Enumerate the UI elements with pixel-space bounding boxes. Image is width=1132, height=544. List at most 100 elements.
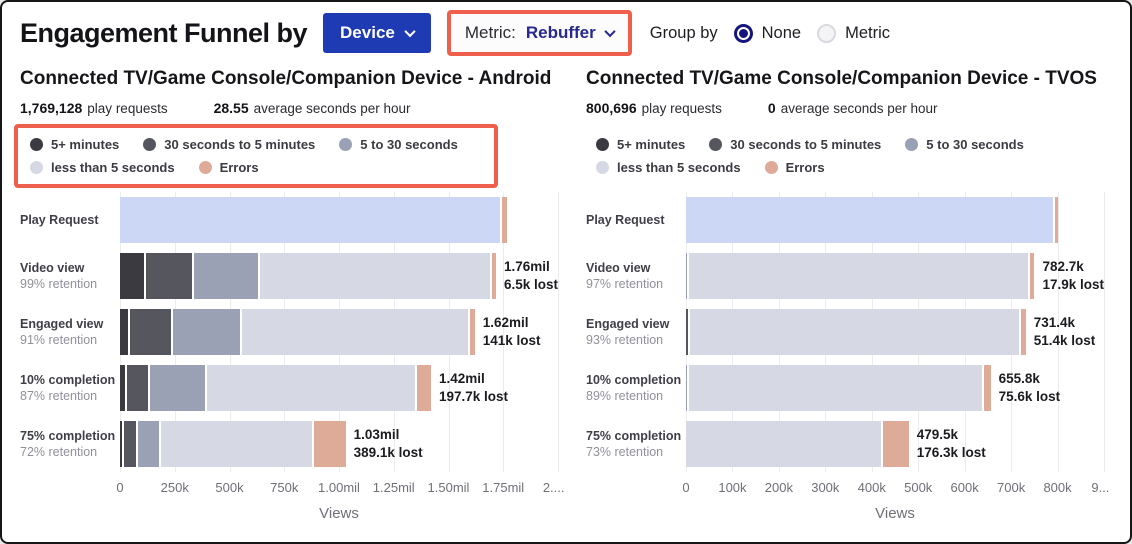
metric-dropdown[interactable]: Rebuffer [525, 23, 596, 42]
funnel-row: 731.4k 51.4k lost [686, 304, 1104, 360]
bar-segment-request [686, 197, 1054, 243]
stage-retention: 72% retention [20, 445, 98, 459]
legend-item-label: less than 5 seconds [617, 160, 741, 175]
legend-item-lt5[interactable]: less than 5 seconds [596, 156, 741, 179]
plot-area: 782.7k 17.9k lost 731.4k 51.4k lost 655.8k 75… [686, 192, 1105, 472]
legend-item-s5_30[interactable]: 5 to 30 seconds [339, 133, 458, 156]
legend: 5+ minutes 30 seconds to 5 minutes 5 to 30… [30, 133, 482, 179]
bar-segment-lt5 [687, 309, 1019, 355]
legend-dot-icon [596, 138, 609, 151]
avg-seconds-value: 0 [767, 100, 776, 116]
funnel-row: 1.03mil 389.1k lost [120, 416, 558, 472]
bar-segment-err [414, 365, 431, 411]
avg-seconds-label: average seconds per hour [253, 101, 411, 116]
funnel-stage-labels: Play Request Video view 99% retention Engag… [20, 192, 120, 522]
bar-segment-s30m5 [128, 309, 172, 355]
legend-item-m5[interactable]: 5+ minutes [30, 133, 119, 156]
funnel-stage-label: 10% completion 89% retention [586, 360, 686, 416]
lost-value: 17.9k lost [1042, 277, 1104, 292]
highlight-box-legend: 5+ minutes 30 seconds to 5 minutes 5 to 30… [14, 124, 498, 188]
legend-item-label: Errors [219, 160, 259, 175]
funnel-bar [686, 253, 1035, 299]
legend-dot-icon [30, 138, 43, 151]
stage-retention: 99% retention [20, 277, 98, 291]
radio-option-metric[interactable]: Metric [817, 23, 890, 43]
funnel: Play Request Video view 99% retention Engag… [20, 192, 565, 522]
funnel-bar [120, 253, 496, 299]
legend-item-label: 5+ minutes [617, 137, 686, 152]
legend-item-s30m5[interactable]: 30 seconds to 5 minutes [143, 133, 315, 156]
bar-segment-err [1028, 253, 1035, 299]
funnel-row: 1.42mil 197.7k lost [120, 360, 558, 416]
legend-item-s30m5[interactable]: 30 seconds to 5 minutes [709, 133, 881, 156]
device-dropdown-button[interactable]: Device [323, 13, 431, 53]
funnel-stage-label: Video view 97% retention [586, 248, 686, 304]
axis-tick-label: 250k [160, 480, 189, 495]
funnel-bar [686, 197, 1058, 243]
legend-dot-icon [339, 138, 353, 151]
legend-item-lt5[interactable]: less than 5 seconds [30, 156, 175, 179]
bar-segment-request [120, 197, 501, 243]
legend-item-label: 30 seconds to 5 minutes [164, 137, 316, 152]
funnel-stage-label: 10% completion 87% retention [20, 360, 120, 416]
charts-container: Connected TV/Game Console/Companion Devi… [2, 56, 1130, 522]
legend: 5+ minutes 30 seconds to 5 minutes 5 to 30… [596, 133, 1048, 179]
bar-segment-err [489, 253, 496, 299]
legend-dot-icon [764, 161, 778, 174]
axis-tick-label: 9... [1091, 480, 1110, 495]
legend-item-m5[interactable]: 5+ minutes [596, 133, 685, 156]
funnel-bar [686, 309, 1026, 355]
axis-tick-label: 600k [950, 480, 979, 495]
stage-retention: 89% retention [586, 389, 664, 403]
bar-segment-m5 [120, 421, 122, 467]
legend-item-err[interactable]: Errors [198, 156, 259, 179]
legend-item-s5_30[interactable]: 5 to 30 seconds [905, 133, 1024, 156]
avg-seconds-value: 28.55 [213, 100, 249, 116]
funnel-bar [120, 365, 431, 411]
legend-dot-icon [596, 161, 609, 174]
plot-area-wrap: 782.7k 17.9k lost 731.4k 51.4k lost 655.8k 75… [682, 192, 1109, 522]
funnel-chart-tvos: Connected TV/Game Console/Companion Devi… [566, 56, 1130, 522]
gridline [558, 192, 559, 472]
stage-name: Engaged view [586, 317, 670, 331]
header: Engagement Funnel by Device Metric: Rebu… [2, 2, 1130, 56]
gridline [1104, 192, 1105, 472]
group-by-control: Group by None Metric [649, 23, 890, 43]
bar-segment-err [981, 365, 991, 411]
stage-name: Play Request [20, 213, 99, 227]
bar-value-label: 655.8k 75.6k lost [999, 370, 1061, 405]
funnel-bar [686, 365, 991, 411]
funnel-stage-label: Play Request [20, 192, 120, 248]
chart-stats: 800,696 play requests 0 average seconds … [586, 100, 1104, 116]
bar-value-label: 782.7k 17.9k lost [1042, 258, 1104, 293]
group-by-label: Group by [649, 23, 718, 42]
bar-segment-lt5 [240, 309, 468, 355]
axis-tick-label: 700k [997, 480, 1026, 495]
radio-option-label: None [761, 23, 802, 42]
bar-value-label: 1.03mil 389.1k lost [354, 426, 423, 461]
radio-option-none[interactable]: None [733, 23, 802, 43]
lost-value: 176.3k lost [916, 445, 986, 460]
legend-frame: 5+ minutes 30 seconds to 5 minutes 5 to 30… [580, 124, 1064, 188]
legend-dot-icon [905, 138, 919, 151]
stage-retention: 97% retention [586, 277, 664, 291]
legend-item-err[interactable]: Errors [764, 156, 825, 179]
play-requests-label: play requests [641, 101, 722, 116]
funnel-row: 1.62mil 141k lost [120, 304, 558, 360]
x-axis-title: Views [319, 505, 359, 522]
bar-segment-m5 [120, 309, 129, 355]
legend-dot-icon [198, 161, 212, 174]
stage-name: Play Request [586, 213, 665, 227]
bar-segment-s5_30 [136, 421, 160, 467]
chevron-down-icon[interactable] [604, 25, 616, 38]
radio-selected-icon[interactable] [733, 23, 753, 43]
views-value: 1.76mil [503, 259, 550, 275]
funnel-bar [120, 421, 346, 467]
axis-tick-label: 500k [215, 480, 244, 495]
lost-value: 75.6k lost [998, 389, 1061, 404]
axis-tick-label: 0 [116, 480, 124, 495]
radio-unselected-icon[interactable] [817, 23, 837, 43]
legend-dot-icon [709, 138, 723, 151]
metric-label: Metric: [464, 23, 516, 42]
stage-name: 75% completion [20, 429, 116, 443]
